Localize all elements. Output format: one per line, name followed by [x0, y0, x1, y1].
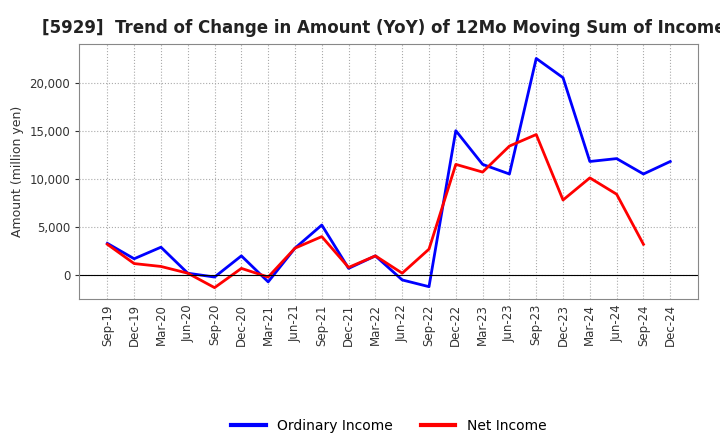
- Net Income: [344, 265, 353, 270]
- Line: Net Income: Net Income: [107, 135, 644, 288]
- Net Income: [398, 271, 407, 276]
- Ordinary Income: [264, 279, 272, 285]
- Ordinary Income: [451, 128, 460, 133]
- Ordinary Income: [237, 253, 246, 259]
- Net Income: [505, 143, 514, 149]
- Ordinary Income: [157, 245, 166, 250]
- Ordinary Income: [478, 162, 487, 167]
- Ordinary Income: [666, 159, 675, 164]
- Ordinary Income: [398, 277, 407, 282]
- Ordinary Income: [505, 171, 514, 176]
- Net Income: [585, 175, 594, 180]
- Net Income: [157, 264, 166, 269]
- Ordinary Income: [184, 271, 192, 276]
- Ordinary Income: [559, 75, 567, 81]
- Net Income: [425, 246, 433, 252]
- Ordinary Income: [425, 284, 433, 290]
- Ordinary Income: [532, 56, 541, 61]
- Ordinary Income: [291, 246, 300, 251]
- Ordinary Income: [344, 266, 353, 271]
- Y-axis label: Amount (million yen): Amount (million yen): [11, 106, 24, 237]
- Line: Ordinary Income: Ordinary Income: [107, 59, 670, 287]
- Ordinary Income: [130, 256, 138, 261]
- Ordinary Income: [103, 241, 112, 246]
- Ordinary Income: [639, 171, 648, 176]
- Ordinary Income: [318, 222, 326, 227]
- Net Income: [210, 285, 219, 290]
- Net Income: [559, 198, 567, 203]
- Net Income: [130, 261, 138, 266]
- Net Income: [639, 242, 648, 247]
- Net Income: [264, 275, 272, 280]
- Net Income: [103, 242, 112, 247]
- Ordinary Income: [371, 253, 379, 259]
- Net Income: [184, 271, 192, 276]
- Net Income: [291, 246, 300, 251]
- Net Income: [237, 266, 246, 271]
- Ordinary Income: [585, 159, 594, 164]
- Net Income: [478, 169, 487, 175]
- Legend: Ordinary Income, Net Income: Ordinary Income, Net Income: [226, 413, 552, 438]
- Net Income: [318, 234, 326, 239]
- Ordinary Income: [210, 275, 219, 280]
- Ordinary Income: [612, 156, 621, 161]
- Net Income: [371, 253, 379, 259]
- Net Income: [612, 191, 621, 197]
- Title: [5929]  Trend of Change in Amount (YoY) of 12Mo Moving Sum of Incomes: [5929] Trend of Change in Amount (YoY) o…: [42, 19, 720, 37]
- Net Income: [451, 162, 460, 167]
- Net Income: [532, 132, 541, 137]
